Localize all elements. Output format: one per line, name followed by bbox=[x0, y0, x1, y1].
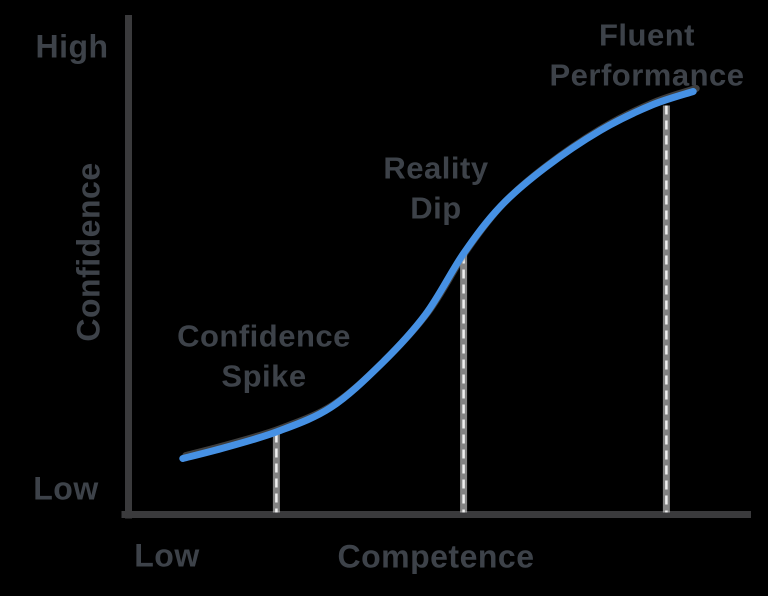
annotation-reality-dip: Reality Dip bbox=[383, 150, 489, 225]
annotation-fluent-performance: Fluent Performance bbox=[549, 17, 745, 92]
y-axis-max-label: High bbox=[35, 28, 109, 65]
curve-shadow bbox=[182, 85, 700, 459]
x-axis-min-label: Low bbox=[134, 537, 200, 574]
y-axis-title: Confidence bbox=[70, 162, 107, 342]
annotation-confidence-spike: Confidence Spike bbox=[177, 318, 351, 393]
confidence-curve bbox=[179, 88, 697, 462]
y-axis-min-label: Low bbox=[33, 470, 99, 507]
x-axis-title: Competence bbox=[337, 538, 535, 575]
